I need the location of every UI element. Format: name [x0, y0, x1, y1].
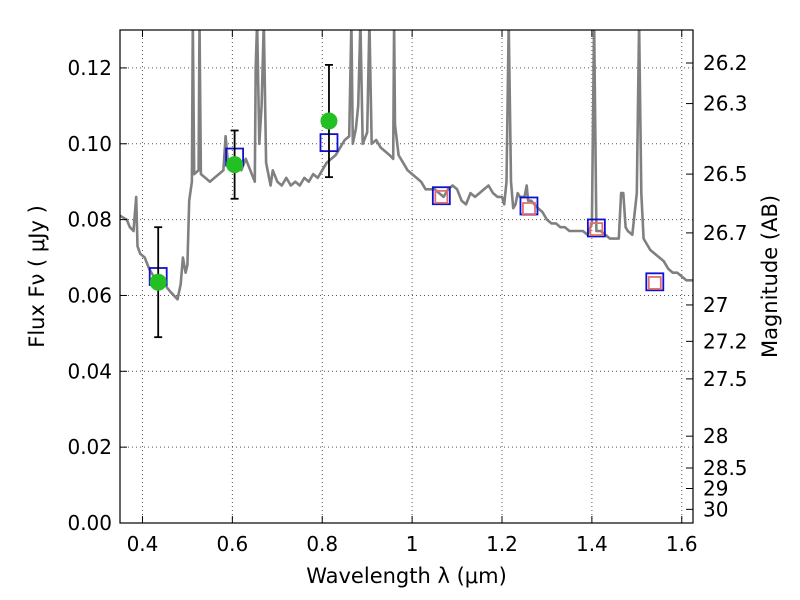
x-tick-label: 1.6: [666, 532, 698, 556]
nir-photometry-square: [589, 222, 604, 236]
x-tick-label: 0.6: [216, 532, 248, 556]
y-tick-label: 0.08: [67, 208, 112, 232]
y2-tick-label: 28: [703, 424, 728, 448]
x-tick-label: 1.2: [486, 532, 518, 556]
grid-lines: [120, 30, 693, 524]
observed-photometry-point: [226, 156, 244, 174]
y2-tick-label: 27.5: [703, 367, 748, 391]
nir-photometry-square: [647, 276, 662, 290]
y2-tick-label: 27: [703, 293, 728, 317]
x-axis-label: Wavelength λ (μm): [306, 564, 507, 588]
observed-photometry-point: [320, 112, 338, 130]
y2-tick-label: 29: [703, 476, 728, 500]
y-tick-label: 0.00: [67, 511, 112, 535]
y2-tick-label: 27.2: [703, 329, 748, 353]
model-sed-series: [120, 30, 693, 301]
model-photometry-square: [586, 218, 606, 238]
model-photometry-square: [645, 272, 665, 292]
y2-tick-label: 26.2: [703, 51, 748, 75]
y-axis-label: Flux Fν ( μJy ): [25, 205, 49, 348]
axis-ticks: 0.4 0.6 0.8 1 1.2 1.4 1.6 0.00 0.02 0.04 0.06 0.08 0…: [67, 30, 748, 556]
plot-frame: [119, 29, 694, 524]
x-tick-label: 0.4: [127, 532, 159, 556]
y-tick-label: 0.04: [67, 359, 112, 383]
model-sed-line: [120, 30, 693, 301]
y-tick-label: 0.06: [67, 283, 112, 307]
y-tick-label: 0.02: [67, 435, 112, 459]
y2-tick-label: 26.7: [703, 221, 748, 245]
y2-tick-label: 26.3: [703, 92, 748, 116]
nir-photometry-square: [434, 189, 449, 204]
y2-tick-label: 28.5: [703, 456, 748, 480]
nir-photometry-square: [522, 202, 536, 216]
x-tick-label: 0.8: [306, 532, 338, 556]
observed-photometry-point: [149, 273, 167, 291]
model-photometry-square: [431, 186, 451, 206]
y-tick-label: 0.10: [67, 132, 112, 156]
y2-tick-label: 30: [703, 497, 728, 521]
y-tick-label: 0.12: [67, 56, 112, 80]
x-tick-label: 1: [406, 532, 419, 556]
y2-tick-label: 26.5: [703, 162, 748, 186]
x-tick-label: 1.4: [576, 532, 608, 556]
photometry-markers: [148, 63, 665, 339]
y2-axis-label: Magnitude (AB): [758, 195, 782, 358]
